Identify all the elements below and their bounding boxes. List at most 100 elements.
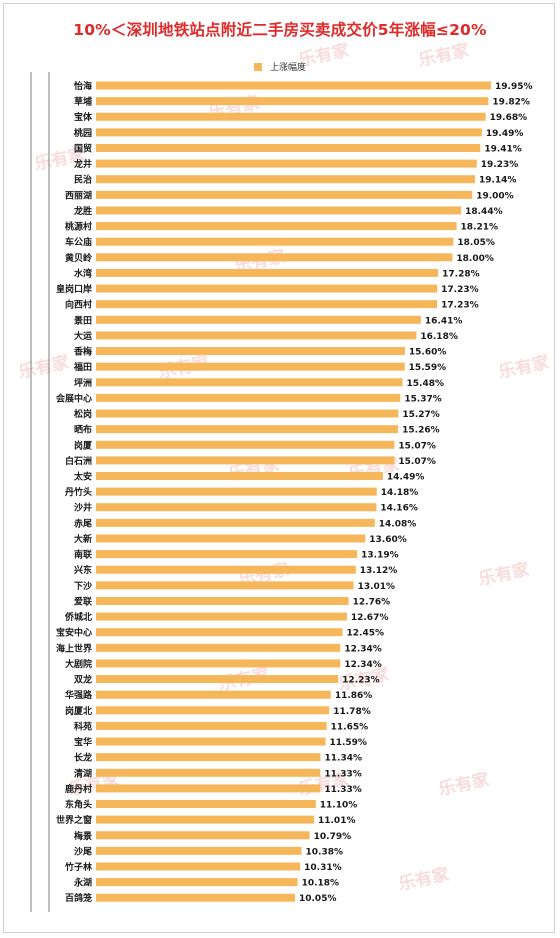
bar-row: 爱联 12.76% [74,595,390,607]
bar [96,581,354,590]
bar [96,159,477,168]
bar-row: 岗厦北 11.78% [65,705,371,717]
bar-row: 华强路 11.86% [65,689,372,701]
value-label: 15.26% [402,426,440,436]
bar [96,503,377,512]
bar-row: 景田 16.41% [74,315,462,326]
category-label: 太安 [73,471,92,483]
bar [96,690,331,699]
bar-row: 坪洲 15.48% [74,377,444,389]
watermark-text: 乐有家 [437,769,491,800]
category-label: 晒布 [74,424,92,436]
bar [96,378,403,387]
bar-row: 民治 19.14% [74,174,516,186]
bar-row: 竹子林 10.31% [64,861,342,873]
bar-row: 车公庙 18.05% [65,236,495,248]
value-label: 12.23% [342,676,380,686]
bar [96,628,343,637]
bar [96,300,438,309]
bar-row: 皇岗口岸 17.23% [56,283,479,295]
category-label: 会展中心 [56,392,92,404]
category-label: 桃源村 [65,221,92,233]
value-label: 10.05% [299,894,337,904]
category-label: 宝安中心 [56,627,92,639]
bar-row: 大运 16.18% [74,330,458,342]
bar-row: 下沙 13.01% [74,581,395,592]
bar [96,190,473,199]
bar-row: 香梅 15.60% [73,346,446,358]
bar [96,768,321,777]
watermark-text: 乐有家 [17,352,71,383]
legend: 上涨幅度 [0,60,560,73]
category-label: 白石洲 [65,455,92,467]
category-label: 科苑 [74,720,92,732]
value-label: 17.23% [441,285,479,295]
category-label: 草埔 [74,96,92,108]
bar [96,659,341,668]
bar-row: 海上世界 12.34% [56,642,382,654]
value-label: 10.31% [304,863,342,873]
value-label: 15.07% [398,457,436,467]
bar-row: 赤尾 14.08% [74,517,416,529]
value-label: 18.05% [457,238,495,248]
bar-row: 福田 15.59% [73,361,446,373]
bar [96,393,401,402]
bar [96,784,321,793]
bar [96,596,349,605]
bar [96,206,462,215]
bar-row: 沙井 14.16% [74,502,418,514]
value-label: 11.10% [320,801,358,811]
value-label: 15.48% [407,379,445,389]
value-label: 13.60% [369,535,407,545]
value-label: 11.59% [329,738,367,748]
category-label: 龙胜 [73,205,92,217]
bar [96,721,327,730]
value-label: 15.27% [402,410,440,420]
value-label: 10.79% [314,832,352,842]
value-label: 14.49% [387,473,425,483]
category-label: 爱联 [74,595,93,607]
bar [96,362,405,371]
bar [96,753,321,762]
bar-row: 会展中心 15.37% [56,392,442,404]
value-label: 15.59% [409,363,447,373]
category-label: 清湖 [74,767,92,779]
value-label: 11.86% [335,691,373,701]
watermark-text: 乐有家 [397,864,451,895]
bar [96,675,339,684]
category-label: 双龙 [74,674,92,686]
category-label: 香梅 [73,346,92,358]
category-label: 怡海 [74,80,92,92]
bar-row: 龙井 19.23% [73,158,518,170]
bar-row: 龙胜 18.44% [73,205,503,217]
value-label: 19.95% [495,82,533,92]
bar [96,487,377,496]
bar-row: 国贸 19.41% [74,142,522,154]
watermark-text: 乐有家 [477,559,531,590]
bar [96,440,395,449]
bar-row: 松岗 15.27% [74,408,440,420]
bar [96,97,489,106]
category-label: 南联 [74,549,93,561]
category-label: 福田 [73,361,92,373]
category-label: 坪洲 [74,377,92,389]
value-label: 19.68% [490,113,528,123]
bar [96,112,486,121]
value-label: 15.37% [404,394,442,404]
bar [96,643,341,652]
category-label: 兴东 [74,564,92,576]
category-label: 宝体 [74,111,93,123]
bar [96,737,326,746]
category-label: 永湖 [73,877,92,889]
bar [96,268,439,277]
category-label: 梅景 [74,830,92,842]
category-label: 赤尾 [74,517,92,529]
category-label: 海上世界 [56,642,92,654]
value-label: 19.41% [484,144,522,154]
bar [96,800,316,809]
category-label: 世界之窗 [56,814,92,826]
bar [96,253,453,262]
value-label: 13.01% [358,582,396,592]
bar-row: 双龙 12.23% [74,674,380,686]
